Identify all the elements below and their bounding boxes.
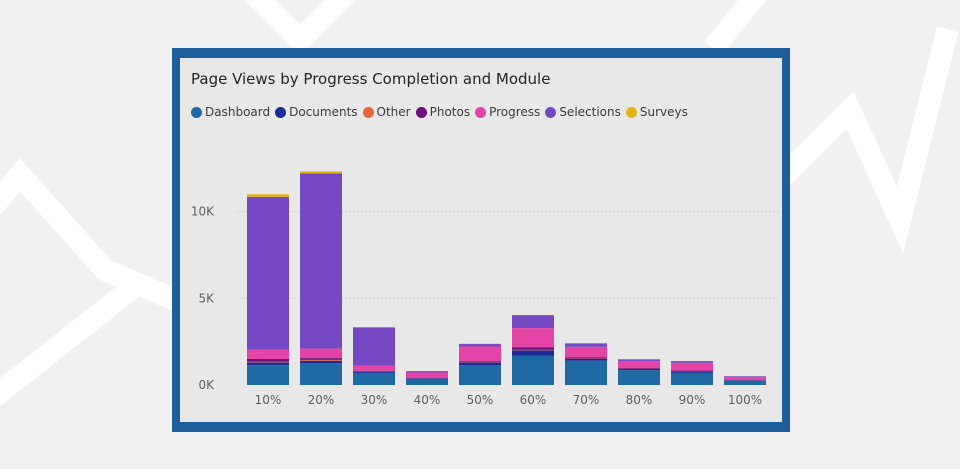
x-tick-label: 100% (728, 393, 762, 407)
y-tick-label: 10K (191, 205, 215, 219)
bar-dashboard-10pct[interactable] (247, 365, 289, 385)
y-tick-label: 5K (198, 291, 215, 305)
background-zigzag-right (774, 26, 959, 254)
bar-progress-70pct[interactable] (565, 346, 607, 358)
background-zigzag-topright (704, 0, 767, 56)
bar-progress-50pct[interactable] (459, 346, 501, 362)
legend-item-selections[interactable]: Selections (545, 105, 621, 119)
background-zigzag-lower (0, 274, 146, 407)
bar-documents-20pct[interactable] (300, 360, 342, 364)
bar-photos-50pct[interactable] (459, 361, 501, 363)
bar-progress-20pct[interactable] (300, 348, 342, 359)
bar-selections-80pct[interactable] (618, 359, 660, 362)
bar-other-10pct[interactable] (247, 361, 289, 363)
x-tick-label: 70% (573, 393, 600, 407)
bar-dashboard-90pct[interactable] (671, 372, 713, 385)
bar-dashboard-60pct[interactable] (512, 355, 554, 385)
legend-dot-icon (191, 106, 202, 118)
bar-surveys-20pct[interactable] (300, 171, 342, 174)
chart-legend: Dashboard Documents Other Photos Progress Sel… (191, 104, 693, 120)
y-tick-label: 0K (198, 378, 215, 392)
bar-other-60pct[interactable] (512, 349, 554, 351)
bar-selections-70pct[interactable] (565, 343, 607, 347)
chart-plot: 0K 5K 10K 10% 20% 30% 40% 50% 60% 70% 80% 90% 100% (191, 171, 780, 407)
bar-documents-50pct[interactable] (459, 362, 501, 366)
bar-selections-40pct[interactable] (406, 371, 448, 373)
chart-frame: Page Views by Progress Completion and Mo… (172, 48, 790, 432)
bar-documents-10pct[interactable] (247, 362, 289, 366)
bar-photos-40pct[interactable] (406, 377, 448, 379)
bar-progress-100pct[interactable] (724, 377, 766, 380)
background-zigzag-left (0, 158, 190, 315)
legend-item-documents[interactable]: Documents (275, 105, 358, 119)
x-tick-label: 80% (626, 393, 653, 407)
legend-dot-icon (275, 106, 287, 118)
legend-label: Dashboard (205, 105, 271, 119)
x-tick-label: 30% (361, 393, 388, 407)
bar-documents-60pct[interactable] (512, 350, 554, 356)
legend-dot-icon (545, 106, 557, 118)
bar-progress-10pct[interactable] (247, 349, 289, 359)
bar-progress-80pct[interactable] (618, 361, 660, 369)
bar-progress-30pct[interactable] (353, 365, 395, 371)
legend-label: Selections (559, 105, 621, 119)
bar-photos-20pct[interactable] (300, 358, 342, 360)
legend-item-surveys[interactable]: Surveys (625, 105, 688, 119)
chart-title: Page Views by Progress Completion and Mo… (191, 70, 551, 88)
legend-item-photos[interactable]: Photos (415, 105, 471, 119)
x-tick-label: 90% (679, 393, 706, 407)
bar-selections-100pct[interactable] (724, 376, 766, 378)
bar-photos-90pct[interactable] (671, 370, 713, 372)
bar-progress-60pct[interactable] (512, 328, 554, 348)
bar-photos-60pct[interactable] (512, 347, 554, 350)
background-zigzag-top (244, 0, 356, 56)
legend-item-progress[interactable]: Progress (475, 105, 540, 119)
bar-photos-10pct[interactable] (247, 358, 289, 362)
x-tick-label: 50% (467, 393, 494, 407)
legend-dot-icon (362, 106, 374, 118)
bar-documents-30pct[interactable] (353, 371, 395, 373)
chart-panel: Page Views by Progress Completion and Mo… (180, 58, 782, 422)
bar-other-20pct[interactable] (300, 359, 342, 361)
bar-selections-30pct[interactable] (353, 327, 395, 366)
bar-selections-50pct[interactable] (459, 343, 501, 347)
bar-dashboard-30pct[interactable] (353, 372, 395, 385)
bar-dashboard-50pct[interactable] (459, 365, 501, 385)
bar-dashboard-100pct[interactable] (724, 380, 766, 385)
bar-progress-90pct[interactable] (671, 362, 713, 371)
bar-progress-40pct[interactable] (406, 372, 448, 378)
x-tick-label: 40% (414, 393, 441, 407)
legend-item-dashboard[interactable]: Dashboard (191, 105, 270, 119)
bar-documents-70pct[interactable] (565, 358, 607, 361)
legend-dot-icon (415, 106, 427, 118)
bar-selections-20pct[interactable] (300, 173, 342, 349)
bar-photos-70pct[interactable] (565, 357, 607, 359)
bar-documents-100pct[interactable] (724, 380, 766, 381)
legend-label: Other (376, 105, 411, 119)
bar-dashboard-70pct[interactable] (565, 360, 607, 385)
legend-dot-icon (475, 106, 487, 118)
x-tick-label: 20% (308, 393, 335, 407)
x-tick-label: 60% (520, 393, 547, 407)
legend-label: Photos (429, 105, 471, 119)
bar-photos-80pct[interactable] (618, 368, 660, 369)
legend-item-other[interactable]: Other (362, 105, 411, 119)
bar-documents-90pct[interactable] (671, 371, 713, 373)
bar-dashboard-20pct[interactable] (300, 363, 342, 385)
legend-label: Surveys (639, 105, 688, 119)
legend-label: Documents (289, 105, 358, 119)
legend-label: Progress (489, 105, 541, 119)
legend-dot-icon (625, 106, 637, 118)
x-tick-label: 10% (255, 393, 282, 407)
bar-documents-40pct[interactable] (406, 378, 448, 379)
bar-surveys-10pct[interactable] (247, 194, 289, 197)
bar-photos-30pct[interactable] (353, 370, 395, 372)
bar-selections-90pct[interactable] (671, 361, 713, 363)
bar-dashboard-80pct[interactable] (618, 370, 660, 385)
bar-dashboard-40pct[interactable] (406, 378, 448, 385)
bar-documents-80pct[interactable] (618, 368, 660, 371)
bar-selections-60pct[interactable] (512, 315, 554, 329)
bar-selections-10pct[interactable] (247, 196, 289, 350)
